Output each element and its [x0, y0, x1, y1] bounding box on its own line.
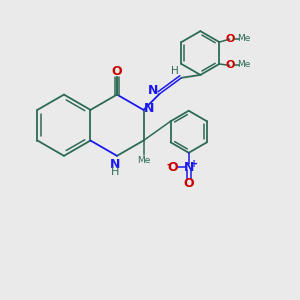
Text: N: N [110, 158, 121, 170]
Text: O: O [226, 60, 235, 70]
Text: O: O [183, 177, 194, 190]
Text: N: N [184, 161, 194, 174]
Text: Me: Me [237, 34, 250, 43]
Text: -: - [166, 159, 170, 170]
Text: H: H [171, 66, 179, 76]
Text: H: H [111, 167, 120, 177]
Text: N: N [144, 102, 154, 115]
Text: Me: Me [237, 60, 250, 69]
Text: N: N [148, 84, 158, 97]
Text: Me: Me [137, 156, 150, 165]
Text: +: + [190, 159, 198, 170]
Text: O: O [226, 34, 235, 44]
Text: O: O [167, 161, 178, 174]
Text: O: O [112, 65, 122, 78]
